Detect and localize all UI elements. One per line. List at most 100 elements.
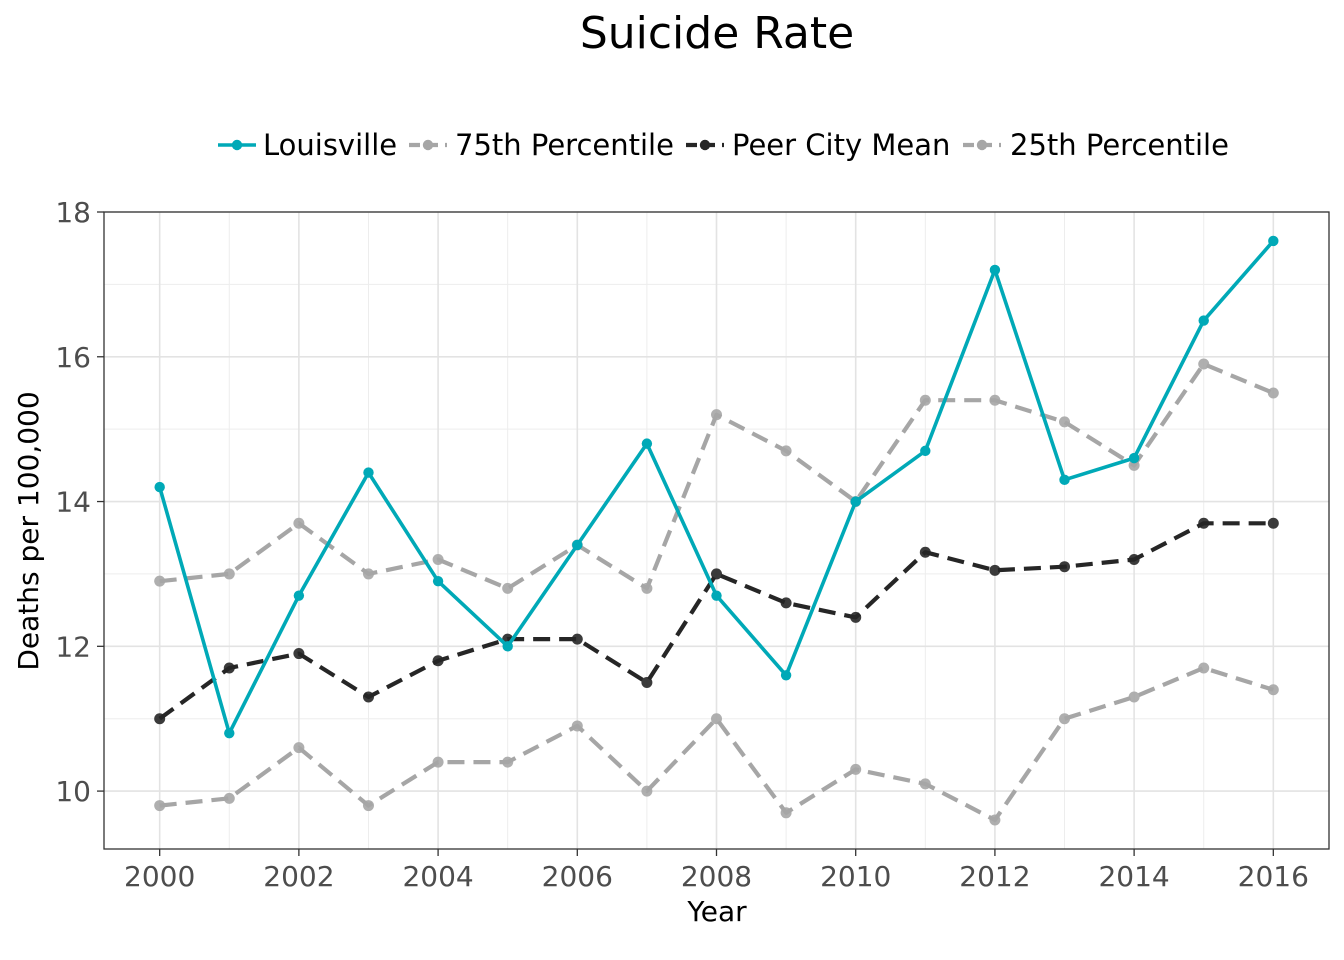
series-line-peer-city-mean [158, 521, 1274, 721]
series-layer [154, 235, 1279, 826]
data-point-louisville [1128, 452, 1140, 464]
data-point-peer-city-mean [641, 677, 653, 689]
legend-item-75th-percentile: 75th Percentile [409, 128, 674, 162]
data-point-75th-percentile [1059, 416, 1071, 428]
data-point-louisville [1268, 235, 1279, 247]
data-point-75th-percentile [223, 568, 235, 580]
legend-item-peer-city-mean: Peer City Mean [686, 128, 950, 162]
y-tick-label: 14 [55, 486, 91, 519]
data-point-louisville [989, 264, 1001, 276]
data-point-peer-city-mean [1128, 553, 1140, 565]
x-tick-label: 2008 [681, 860, 752, 893]
data-point-25th-percentile [223, 792, 235, 804]
data-point-75th-percentile [293, 517, 305, 529]
y-tick-label: 16 [55, 341, 91, 374]
data-point-louisville [502, 641, 513, 652]
data-point-75th-percentile [154, 575, 166, 587]
data-point-25th-percentile [989, 814, 1001, 826]
data-point-peer-city-mean [1059, 561, 1071, 573]
x-tick-label: 2004 [402, 860, 473, 893]
y-tick-label: 18 [55, 196, 91, 229]
legend-key-point [976, 139, 988, 151]
data-point-louisville [920, 445, 931, 457]
data-point-peer-city-mean [919, 546, 931, 558]
series-25th-percentile [154, 662, 1279, 826]
legend-label: Louisville [263, 128, 397, 162]
x-tick-label: 2014 [1098, 860, 1169, 893]
data-point-25th-percentile [154, 800, 166, 812]
legend-label: Peer City Mean [732, 128, 950, 162]
data-point-25th-percentile [362, 800, 374, 812]
data-point-louisville [1059, 474, 1070, 486]
x-tick-label: 2016 [1238, 860, 1309, 893]
data-point-25th-percentile [850, 763, 862, 775]
data-point-peer-city-mean [1198, 517, 1210, 529]
data-point-75th-percentile [432, 553, 444, 565]
x-tick-label: 2012 [959, 860, 1030, 893]
data-point-louisville [850, 496, 861, 507]
data-point-25th-percentile [432, 756, 444, 768]
data-point-peer-city-mean [850, 611, 862, 623]
data-point-25th-percentile [711, 713, 722, 725]
legend-label: 75th Percentile [455, 128, 674, 162]
data-point-louisville [432, 575, 444, 587]
legend-key-point [231, 139, 243, 151]
y-axis-title: Deaths per 100,000 [12, 391, 45, 670]
data-point-75th-percentile [989, 394, 1001, 406]
data-point-75th-percentile [780, 445, 792, 457]
y-axis-ticks: 10 12 14 16 18 [55, 196, 104, 808]
data-point-peer-city-mean [571, 633, 583, 645]
data-point-peer-city-mean [223, 662, 235, 674]
data-point-peer-city-mean [780, 597, 792, 609]
series-peer-city-mean [154, 517, 1279, 725]
data-point-25th-percentile [1267, 684, 1279, 696]
series-line-25th-percentile [159, 665, 1274, 823]
data-point-75th-percentile [362, 568, 374, 580]
legend-label: 25th Percentile [1010, 128, 1229, 162]
x-axis-ticks: 2000 2002 2004 2006 2008 2010 2012 2014 2016 [124, 849, 1309, 893]
data-point-25th-percentile [919, 778, 931, 790]
legend-key-point [422, 139, 434, 151]
data-point-louisville [711, 590, 722, 601]
data-point-25th-percentile [293, 742, 305, 754]
data-point-25th-percentile [571, 720, 583, 732]
data-point-25th-percentile [641, 785, 653, 797]
data-point-louisville [572, 539, 583, 551]
data-point-75th-percentile [1128, 459, 1140, 471]
data-point-75th-percentile [502, 582, 514, 594]
y-tick-label: 12 [55, 630, 91, 663]
legend-item-louisville: Louisville [218, 128, 397, 162]
data-point-peer-city-mean [1267, 517, 1279, 529]
x-tick-label: 2002 [263, 860, 334, 893]
data-point-peer-city-mean [154, 713, 166, 725]
data-point-25th-percentile [1059, 713, 1071, 725]
data-point-peer-city-mean [293, 648, 305, 660]
data-point-75th-percentile [1267, 387, 1279, 399]
data-point-25th-percentile [1128, 691, 1140, 703]
data-point-louisville [154, 481, 165, 493]
y-tick-label: 10 [55, 775, 91, 808]
legend-item-25th-percentile: 25th Percentile [963, 128, 1229, 162]
data-point-louisville [1198, 315, 1209, 326]
data-point-75th-percentile [641, 582, 653, 594]
data-point-75th-percentile [711, 409, 722, 421]
data-point-peer-city-mean [989, 564, 1001, 576]
chart-title: Suicide Rate [580, 8, 854, 59]
legend-key-point [699, 139, 711, 151]
x-tick-label: 2010 [820, 860, 891, 893]
legend: Louisville 75th Percentile Peer City Mean 2… [218, 128, 1229, 162]
data-point-peer-city-mean [432, 655, 444, 667]
data-point-25th-percentile [1198, 662, 1210, 674]
data-point-25th-percentile [502, 756, 514, 768]
data-point-75th-percentile [919, 394, 931, 406]
data-point-75th-percentile [1198, 358, 1210, 370]
data-point-louisville [224, 727, 235, 739]
data-point-peer-city-mean [711, 568, 722, 580]
x-tick-label: 2006 [542, 860, 613, 893]
data-point-louisville [641, 438, 653, 449]
data-point-25th-percentile [780, 807, 792, 819]
x-axis-title: Year [686, 895, 747, 928]
data-point-peer-city-mean [362, 691, 374, 703]
x-tick-label: 2000 [124, 860, 195, 893]
